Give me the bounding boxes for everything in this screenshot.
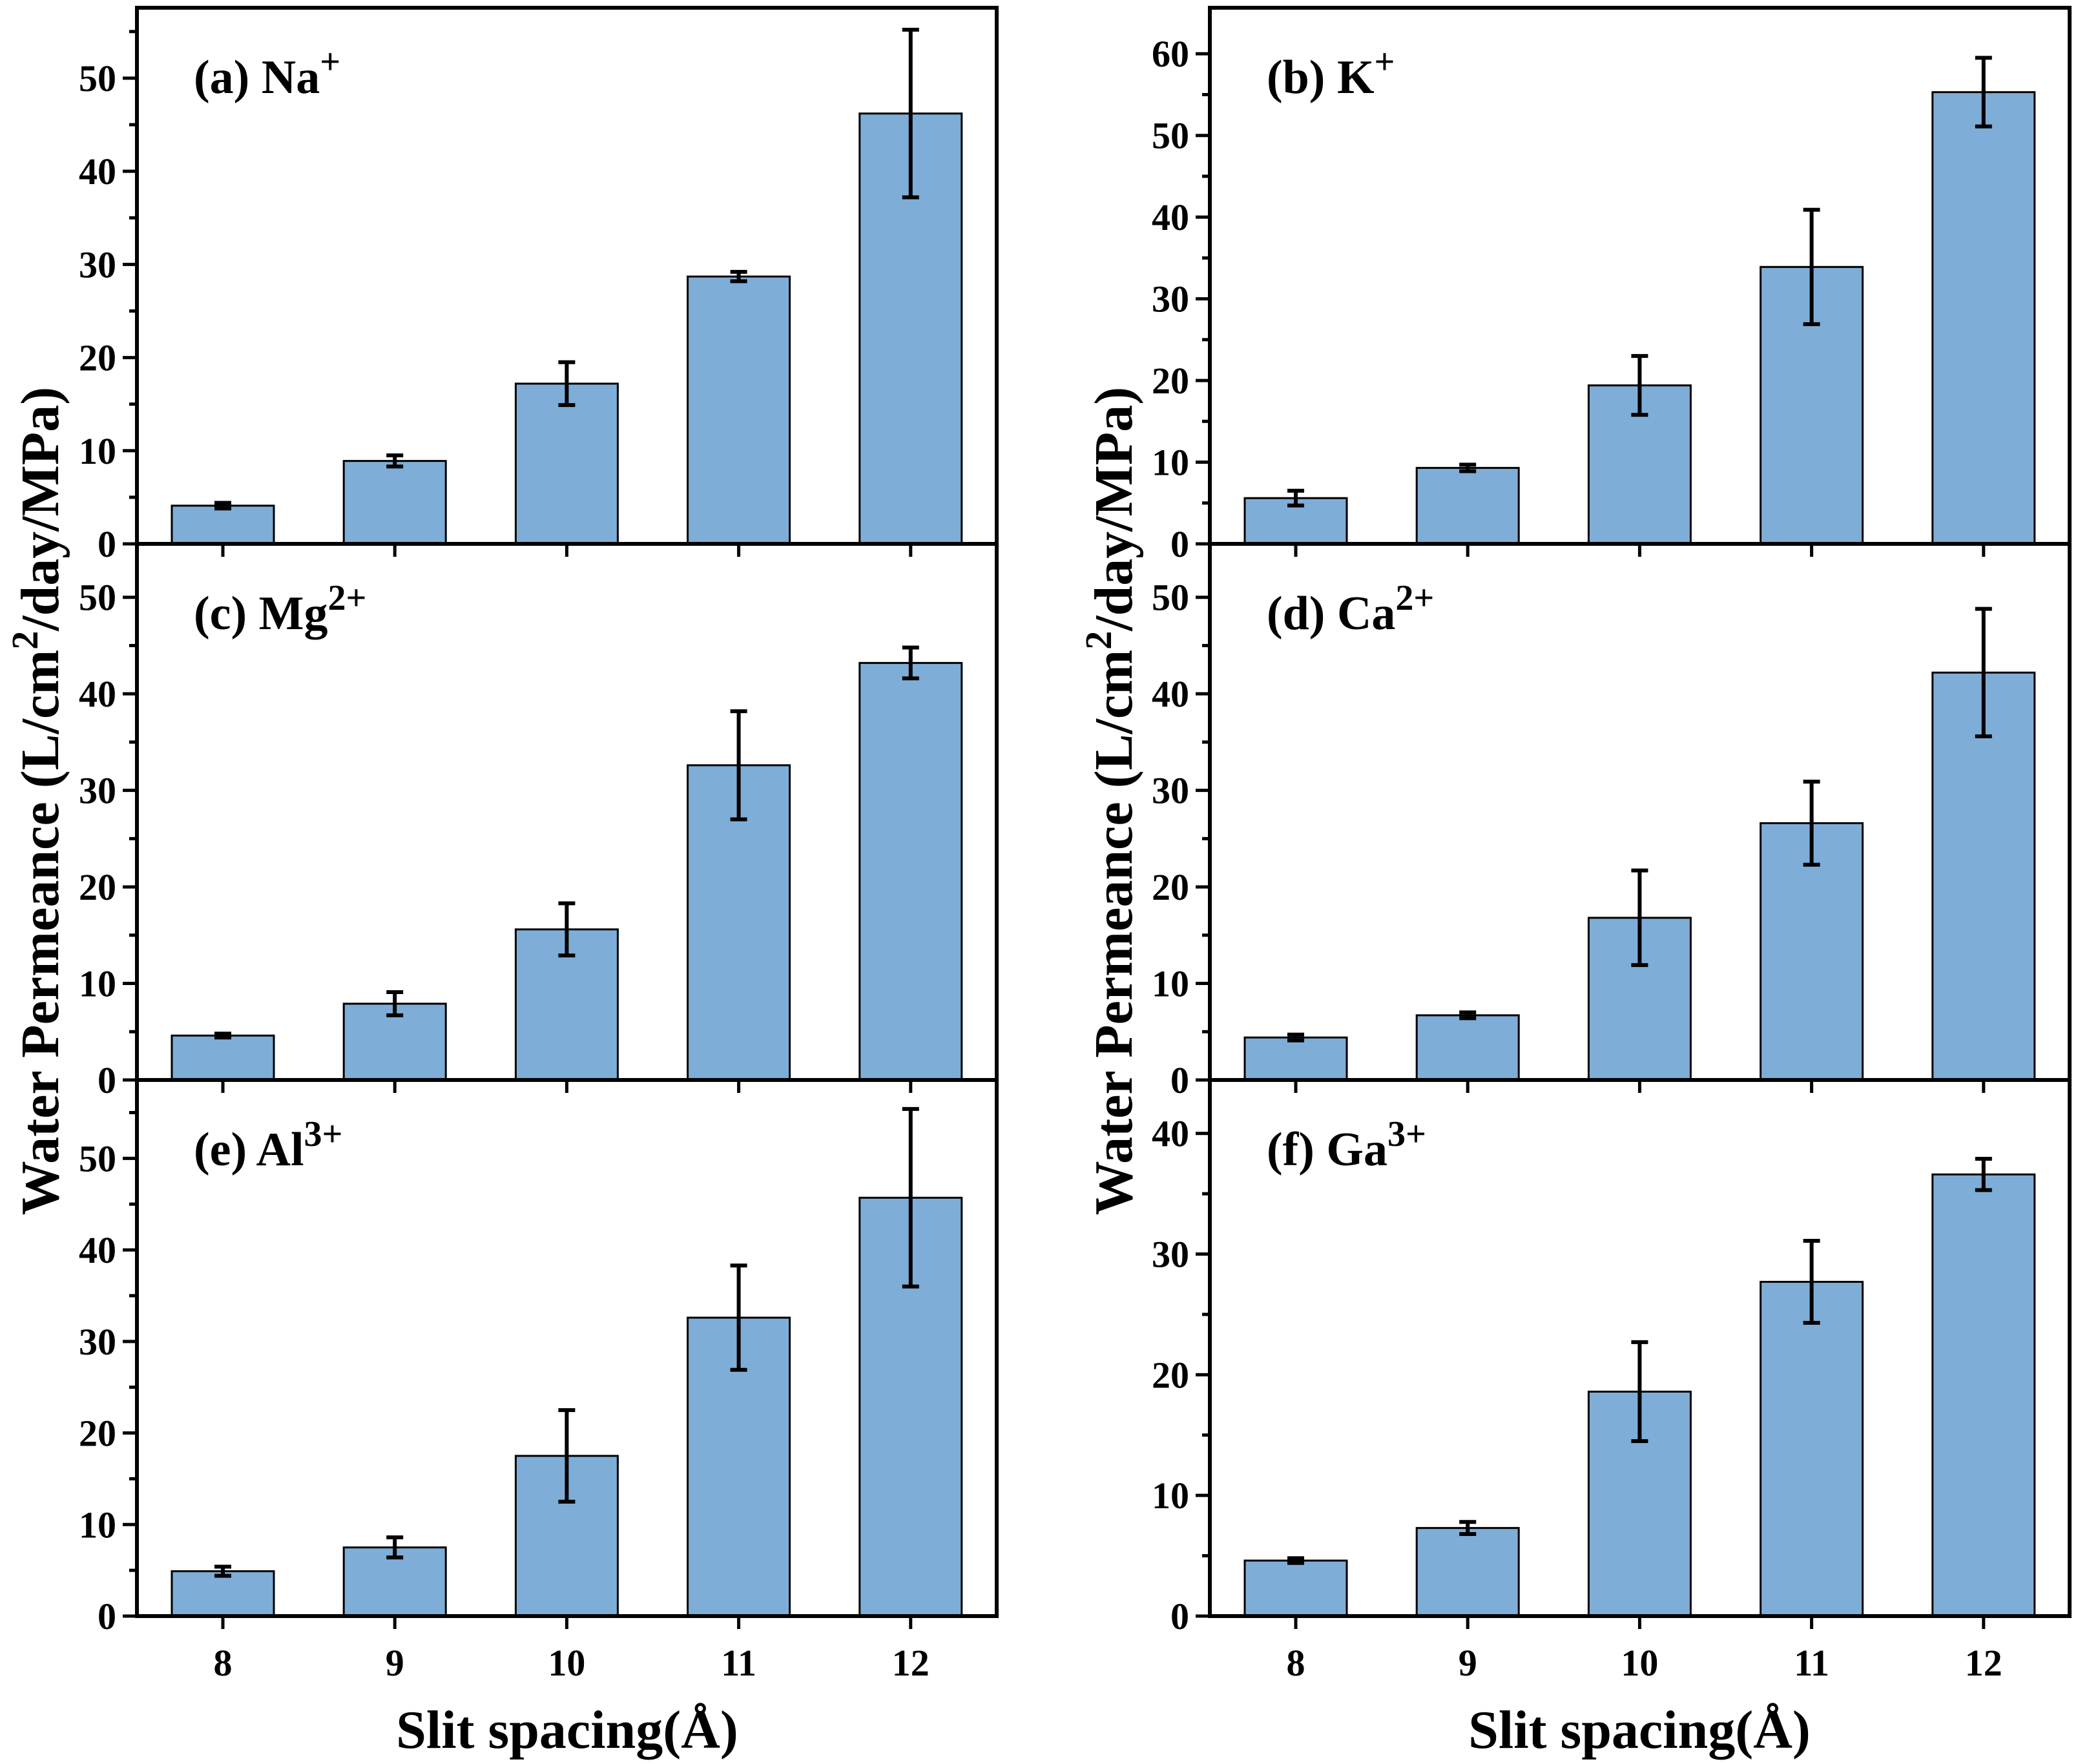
y-tick-label: 60 <box>1152 33 1189 75</box>
bar <box>1415 1014 1520 1081</box>
panel-label: (a) Na+ <box>194 42 340 104</box>
y-tick-label: 10 <box>79 1504 116 1546</box>
y-tick-label: 40 <box>1152 673 1189 715</box>
y-tick-label: 40 <box>1152 1113 1189 1155</box>
bar <box>171 1034 275 1081</box>
y-tick-label: 0 <box>1170 1595 1189 1637</box>
panel-label: (d) Ca2+ <box>1267 578 1434 640</box>
x-tick-label: 8 <box>1287 1642 1305 1684</box>
panel-charge: 2+ <box>1395 578 1434 618</box>
y-tick-label: 40 <box>79 673 116 715</box>
bar <box>1243 1036 1348 1081</box>
panel-4: 0 10 20 30 40 50 8 9 10 11 12 (e) Al3+ <box>79 1078 999 1684</box>
bar <box>687 275 791 545</box>
y-tick-label: 20 <box>79 337 116 379</box>
panel-charge: + <box>1375 42 1395 82</box>
x-tick-label: 11 <box>1794 1642 1829 1684</box>
y-tick-label: 0 <box>1170 1059 1189 1101</box>
bar <box>1931 671 2036 1081</box>
y-tick-label: 0 <box>98 1595 116 1637</box>
y-tick-label: 0 <box>98 1059 116 1101</box>
y-tick-label: 50 <box>79 577 116 619</box>
panel-2: 0 10 20 30 40 50 (c) Mg2+ <box>79 542 999 1101</box>
bar <box>171 504 275 545</box>
panels: 0 10 20 30 40 50 (a) Na+ 0 10 20 30 40 50 60 (b) K+ 0 10… <box>79 6 2072 1684</box>
x-axis-title-right: Slit spacing(Å) <box>1468 1700 1811 1760</box>
x-tick-label: 12 <box>892 1642 930 1684</box>
y-tick-label: 0 <box>98 523 116 565</box>
bar <box>342 460 447 545</box>
y-tick-label: 20 <box>1152 866 1189 908</box>
panel-5: 0 10 20 30 40 8 9 10 11 12 (f) Ga3+ <box>1152 1078 2072 1684</box>
y-tick-label: 20 <box>1152 360 1189 402</box>
y-tick-label: 10 <box>79 963 116 1005</box>
y-tick-label: 30 <box>79 244 116 285</box>
panel-charge: 3+ <box>304 1114 343 1154</box>
x-tick-label: 12 <box>1965 1642 2002 1684</box>
panel-label: (f) Ga3+ <box>1267 1114 1426 1176</box>
panel-label: (b) K+ <box>1267 42 1395 104</box>
bar <box>1243 1559 1348 1617</box>
y-tick-label: 10 <box>1152 963 1189 1005</box>
panel-1: 0 10 20 30 40 50 60 (b) K+ <box>1152 6 2072 565</box>
bar <box>1931 1173 2036 1617</box>
bar <box>1415 466 1520 545</box>
x-tick-label: 8 <box>214 1642 233 1684</box>
bar <box>1760 1281 1864 1617</box>
y-tick-label: 40 <box>1152 196 1189 238</box>
panel-charge: + <box>320 42 340 82</box>
y-axis-title-right: Water Permeance (L/cm2/day/MPa) <box>1077 387 1145 1215</box>
bar <box>514 382 619 545</box>
y-tick-label: 20 <box>1152 1354 1189 1396</box>
y-tick-label: 30 <box>1152 770 1189 812</box>
y-tick-label: 0 <box>1170 523 1189 565</box>
bar <box>1931 91 2036 545</box>
y-tick-label: 50 <box>79 1137 116 1179</box>
y-tick-label: 20 <box>79 866 116 908</box>
y-tick-label: 50 <box>1152 577 1189 619</box>
y-tick-label: 30 <box>1152 278 1189 320</box>
panel-label: (e) Al3+ <box>194 1114 342 1176</box>
y-tick-label: 10 <box>1152 1475 1189 1517</box>
panel-label: (c) Mg2+ <box>194 578 366 640</box>
panel-charge: 2+ <box>327 578 366 618</box>
x-tick-label: 9 <box>386 1642 404 1684</box>
y-tick-label: 10 <box>1152 442 1189 484</box>
y-tick-label: 20 <box>79 1413 116 1455</box>
panel-charge: 3+ <box>1387 1114 1426 1154</box>
y-tick-label: 40 <box>79 150 116 192</box>
bar <box>858 661 963 1081</box>
y-tick-label: 50 <box>1152 115 1189 157</box>
x-tick-label: 10 <box>548 1642 585 1684</box>
y-tick-label: 50 <box>79 57 116 99</box>
y-tick-label: 30 <box>79 1321 116 1363</box>
x-tick-label: 9 <box>1459 1642 1477 1684</box>
x-tick-label: 11 <box>721 1642 756 1684</box>
y-axis-title-left: Water Permeance (L/cm2/day/MPa) <box>4 387 71 1215</box>
y-tick-label: 30 <box>79 770 116 812</box>
y-tick-label: 30 <box>1152 1234 1189 1276</box>
bar <box>171 1570 275 1617</box>
y-tick-label: 40 <box>79 1229 116 1271</box>
bar <box>1415 1527 1520 1617</box>
y-tick-label: 10 <box>79 430 116 472</box>
x-tick-label: 10 <box>1621 1642 1658 1684</box>
x-axis-title-left: Slit spacing(Å) <box>396 1700 738 1760</box>
panel-3: 0 10 20 30 40 50 (d) Ca2+ <box>1152 542 2072 1101</box>
panel-0: 0 10 20 30 40 50 (a) Na+ <box>79 6 999 565</box>
